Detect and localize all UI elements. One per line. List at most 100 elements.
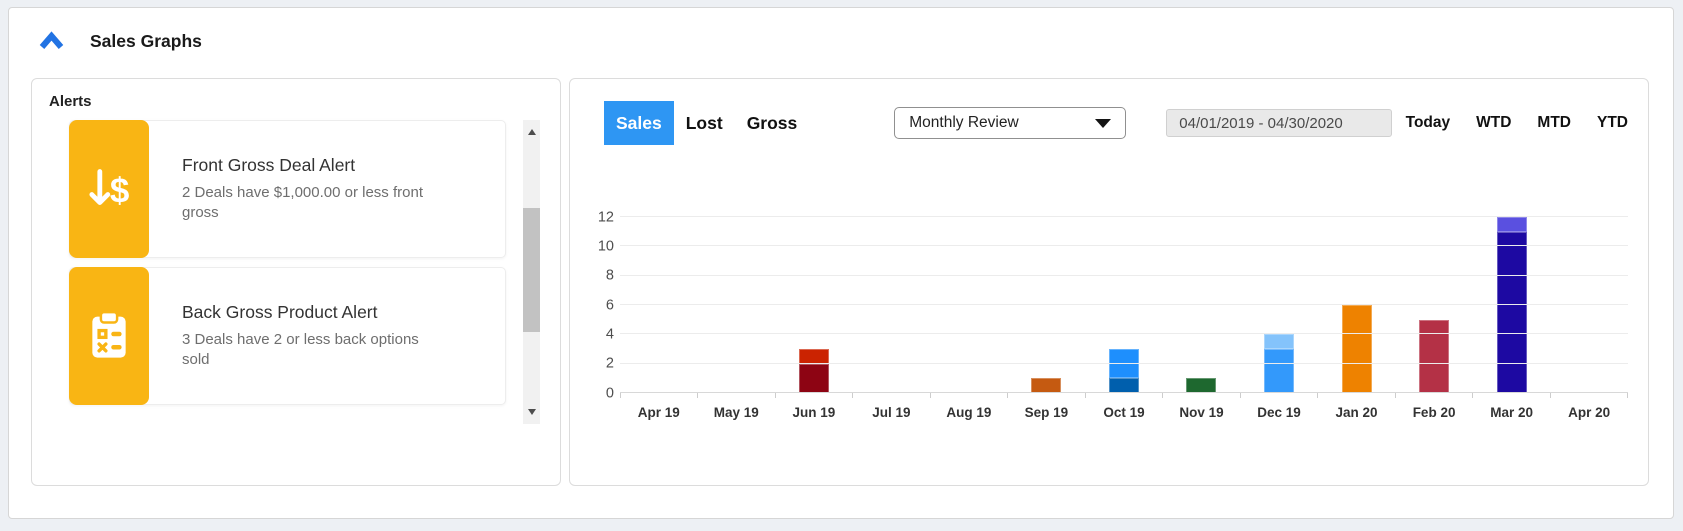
quick-links: Today WTD MTD YTD <box>1406 114 1628 132</box>
scrollbar-down-button[interactable] <box>523 400 540 424</box>
bar-segment <box>1264 349 1295 393</box>
quick-link-mtd[interactable]: MTD <box>1537 114 1571 131</box>
alert-description: 3 Deals have 2 or less back options sold <box>182 330 419 368</box>
x-axis-label: Dec 19 <box>1257 405 1301 420</box>
bar-segment <box>1496 231 1527 393</box>
y-axis-label: 12 <box>597 208 614 225</box>
alert-content: Front Gross Deal Alert 2 Deals have $1,00… <box>148 121 447 257</box>
alerts-panel: Alerts $ Front Gross Deal Alert 2 Deals ha… <box>31 78 561 486</box>
bar-jun-19[interactable] <box>798 349 829 393</box>
arrow-down-dollar-icon: $ <box>69 120 149 258</box>
alert-card[interactable]: Back Gross Product Alert 3 Deals have 2 o… <box>69 267 506 405</box>
axis-tick <box>1396 393 1474 398</box>
bar-segment <box>1108 349 1139 379</box>
date-range-input[interactable]: 04/01/2019 - 04/30/2020 <box>1166 109 1393 137</box>
x-axis-labels: Apr 19 May 19 Jun 19 Jul 19 Aug 19 Sep 19 Oct … <box>620 405 1628 420</box>
chart-column <box>1473 217 1551 393</box>
alerts-heading: Alerts <box>49 93 92 110</box>
axis-tick <box>1086 393 1164 398</box>
x-axis-label: Aug 19 <box>946 405 992 420</box>
gridline-2 <box>620 362 1628 364</box>
alert-card[interactable]: $ Front Gross Deal Alert 2 Deals have $1,0… <box>69 120 506 258</box>
chart-column <box>775 217 853 393</box>
quick-link-today[interactable]: Today <box>1405 114 1451 131</box>
chart-column <box>1240 217 1318 393</box>
bar-columns <box>620 217 1628 393</box>
axis-tick <box>1008 393 1086 398</box>
x-axis-label: Jul 19 <box>872 405 911 420</box>
chart-column <box>1395 217 1473 393</box>
x-axis-label: May 19 <box>713 405 759 420</box>
bar-oct-19[interactable] <box>1108 349 1139 393</box>
svg-text:$: $ <box>110 172 129 211</box>
axis-tick <box>1241 393 1319 398</box>
bar-dec-19[interactable] <box>1264 334 1295 393</box>
bar-sep-19[interactable] <box>1031 378 1062 393</box>
tab-gross[interactable]: Gross <box>746 112 798 133</box>
alerts-body: $ Front Gross Deal Alert 2 Deals have $1,0… <box>49 120 540 424</box>
quick-link-ytd[interactable]: YTD <box>1597 114 1628 131</box>
axis-tick <box>853 393 931 398</box>
bar-mar-20[interactable] <box>1496 217 1527 393</box>
bar-jan-20[interactable] <box>1341 305 1372 393</box>
sales-graphs-section: Sales Graphs Alerts $ Front Gross Deal Al… <box>8 7 1674 519</box>
chart-column <box>1318 217 1396 393</box>
scrollbar-track[interactable] <box>523 144 540 400</box>
y-axis-label: 4 <box>605 326 614 343</box>
bar-segment <box>798 349 829 364</box>
section-header: Sales Graphs <box>31 26 1649 56</box>
dropdown-selected-value: Monthly Review <box>909 114 1019 131</box>
y-axis-label: 2 <box>605 355 614 372</box>
gridline-10 <box>620 245 1628 247</box>
alert-description: 2 Deals have $1,000.00 or less front gro… <box>182 183 423 221</box>
chart-tabs: Sales Lost Gross <box>604 101 809 145</box>
collapse-chevron-up-icon[interactable] <box>39 31 64 51</box>
gridline-0 <box>620 392 1628 393</box>
triangle-up-icon <box>527 129 536 135</box>
section-title: Sales Graphs <box>90 30 202 51</box>
scrollbar-thumb[interactable] <box>523 208 540 332</box>
scrollbar-up-button[interactable] <box>523 120 540 144</box>
axis-tick <box>1318 393 1396 398</box>
x-axis-label: Feb 20 <box>1412 405 1456 420</box>
chart-column <box>1550 217 1628 393</box>
clipboard-list-icon <box>69 267 149 405</box>
x-axis-label: Mar 20 <box>1490 405 1533 420</box>
chart-header: Sales Lost Gross Monthly Review 04/01/2019… <box>590 101 1628 145</box>
alert-title: Front Gross Deal Alert <box>182 154 356 175</box>
tab-lost[interactable]: Lost <box>685 112 723 133</box>
axis-tick <box>776 393 854 398</box>
bar-segment <box>1264 334 1295 349</box>
gridline-6 <box>620 304 1628 305</box>
gridline-8 <box>620 274 1628 276</box>
alerts-scrollbar[interactable] <box>523 120 540 424</box>
triangle-down-icon <box>527 409 536 415</box>
chart-column <box>1008 217 1086 393</box>
bar-segment <box>1186 378 1217 393</box>
gridline-4 <box>620 333 1628 335</box>
x-axis-label: Sep 19 <box>1024 405 1069 420</box>
bar-chart: 0 2 4 6 8 10 12 Apr 19 May 19 Jun 19 Jul 19 Aug 19… <box>590 210 1629 420</box>
x-axis-ticks <box>620 393 1629 398</box>
alert-title: Back Gross Product Alert <box>182 301 378 322</box>
x-axis-label: Apr 20 <box>1568 405 1611 420</box>
axis-tick <box>1473 393 1551 398</box>
y-axis-label: 10 <box>597 238 614 255</box>
gridline-12 <box>620 216 1628 217</box>
bar-nov-19[interactable] <box>1186 378 1217 393</box>
review-period-dropdown[interactable]: Monthly Review <box>894 107 1127 139</box>
sales-chart-panel: Sales Lost Gross Monthly Review 04/01/2019… <box>569 78 1649 486</box>
bar-feb-20[interactable] <box>1419 319 1450 393</box>
bar-segment <box>1419 319 1450 393</box>
chart-column <box>620 217 698 393</box>
axis-tick <box>1163 393 1241 398</box>
axis-tick <box>1551 393 1629 398</box>
dropdown-arrow-icon <box>1095 118 1112 128</box>
x-axis-label: Oct 19 <box>1103 405 1145 420</box>
quick-link-wtd[interactable]: WTD <box>1476 114 1512 131</box>
tab-sales[interactable]: Sales <box>604 101 674 145</box>
axis-tick <box>931 393 1009 398</box>
x-axis-label: Jun 19 <box>792 405 836 420</box>
plot-area <box>620 216 1628 393</box>
alert-content: Back Gross Product Alert 3 Deals have 2 o… <box>148 268 447 404</box>
